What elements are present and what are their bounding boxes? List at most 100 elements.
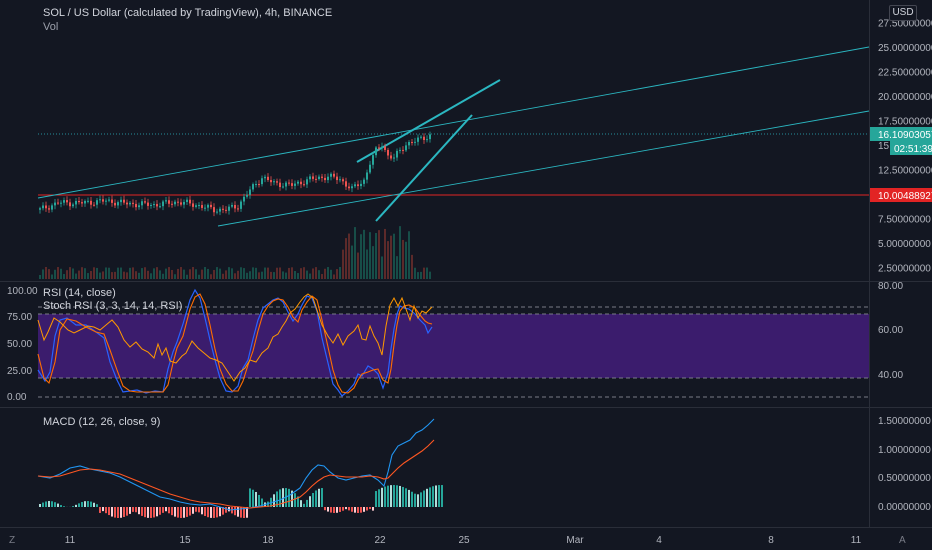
macd-histogram-bar [345, 507, 347, 510]
volume-bar [255, 267, 257, 279]
volume-bar [342, 249, 344, 279]
candle-body [108, 199, 110, 201]
volume-bar [309, 273, 311, 279]
candle-body [189, 199, 191, 204]
macd-histogram-bar [81, 502, 83, 507]
macd-histogram-bar [198, 507, 200, 513]
macd-histogram-bar [42, 502, 44, 507]
candle-body [105, 200, 107, 202]
macd-histogram-bar [417, 494, 419, 507]
candle-body [126, 202, 128, 205]
candle-body [51, 205, 53, 210]
price-axis-tick: 25.00000000 [878, 43, 932, 54]
x-axis-tick: 22 [374, 535, 386, 546]
macd-histogram-bar [117, 507, 119, 518]
macd-histogram-bar [276, 491, 278, 507]
x-axis-tick: 18 [262, 535, 274, 546]
candle-body [201, 205, 203, 208]
stoch-rsi-label[interactable]: Stoch RSI (3, 3, 14, 14, RSI) [43, 300, 183, 312]
macd-histogram-bar [282, 488, 284, 507]
trendlines[interactable] [37, 46, 870, 227]
currency-button[interactable]: USD [889, 5, 917, 21]
macd-histogram-bar [426, 488, 428, 507]
volume-bar [408, 231, 410, 279]
candle-body [333, 173, 335, 177]
volume-bar [225, 270, 227, 279]
macd-histogram-bar [165, 507, 167, 512]
volume-bar [66, 270, 68, 279]
candle-body [75, 200, 77, 205]
x-axis-labels: 11 15 18 22 25 Mar 4 8 11 [65, 535, 862, 546]
macd-histogram-bar [336, 507, 338, 513]
candles [39, 131, 431, 217]
candle-body [264, 176, 266, 179]
volume-bar [354, 227, 356, 279]
volume-bar [129, 267, 131, 279]
candle-body [195, 205, 197, 207]
volume-bar [273, 272, 275, 279]
candle-body [258, 184, 260, 186]
macd-histogram-bar [99, 507, 101, 513]
macd-histogram-bar [75, 504, 77, 507]
candle-body [291, 183, 293, 186]
volume-bar [123, 271, 125, 279]
stoch-axis-tick: 80.00 [878, 281, 903, 292]
candle-body [198, 205, 200, 207]
candle-body [231, 205, 233, 207]
volume-bar [63, 274, 65, 279]
candle-body [285, 182, 287, 187]
volume-label[interactable]: Vol [43, 21, 59, 33]
volume-bar [135, 271, 137, 279]
macd-label[interactable]: MACD (12, 26, close, 9) [43, 416, 161, 428]
candle-body [426, 139, 428, 141]
macd-histogram-bar [102, 507, 104, 512]
candle-body [96, 200, 98, 205]
macd-histogram-bar [237, 507, 239, 517]
macd-histogram-bar [273, 494, 275, 507]
macd-histogram-bar [108, 507, 110, 516]
macd-histogram-bar [372, 507, 374, 511]
candle-body [141, 201, 143, 206]
volume-bar [210, 274, 212, 279]
macd-histogram-bar [120, 507, 122, 518]
candle-body [99, 199, 101, 201]
candle-body [330, 173, 332, 177]
macd-histogram-bar [258, 494, 260, 507]
volume-bar [192, 267, 194, 279]
volume-bar [228, 267, 230, 279]
rsi-axis-tick: 75.00 [7, 312, 32, 323]
price-axis-tick: 22.50000000 [878, 68, 932, 79]
macd-histogram-bar [84, 501, 86, 507]
candle-body [39, 208, 41, 210]
volume-bar [264, 267, 266, 279]
macd-histogram-bar [207, 507, 209, 518]
macd-histogram-bar [171, 507, 173, 516]
macd-histogram-bar [348, 507, 350, 511]
macd-histogram-bar [180, 507, 182, 518]
macd-axis-labels[interactable]: 1.50000000 1.00000000 0.50000000 0.00000000 [878, 416, 931, 513]
volume-bar [345, 238, 347, 279]
volume-bar [51, 274, 53, 279]
macd-histogram-bar [240, 507, 242, 518]
chart-title[interactable]: SOL / US Dollar (calculated by TradingVi… [43, 7, 333, 19]
candle-body [207, 204, 209, 208]
macd-histogram-bar [168, 507, 170, 514]
candle-body [237, 208, 239, 210]
candle-body [216, 211, 218, 213]
candle-body [303, 184, 305, 186]
rsi-label[interactable]: RSI (14, close) [43, 287, 116, 299]
auto-scale-button[interactable]: A [899, 535, 906, 546]
candle-body [420, 136, 422, 138]
macd-histogram-bar [45, 501, 47, 507]
macd-histogram-bar [129, 507, 131, 514]
timezone-button[interactable]: Z [9, 535, 15, 546]
candle-body [219, 208, 221, 212]
candle-body [144, 201, 146, 203]
volume-bar [57, 267, 59, 279]
rsi-band [38, 314, 869, 378]
volume-bar [270, 271, 272, 279]
volume-bar [276, 267, 278, 279]
volume-bar [312, 268, 314, 279]
volume-bar [381, 256, 383, 279]
